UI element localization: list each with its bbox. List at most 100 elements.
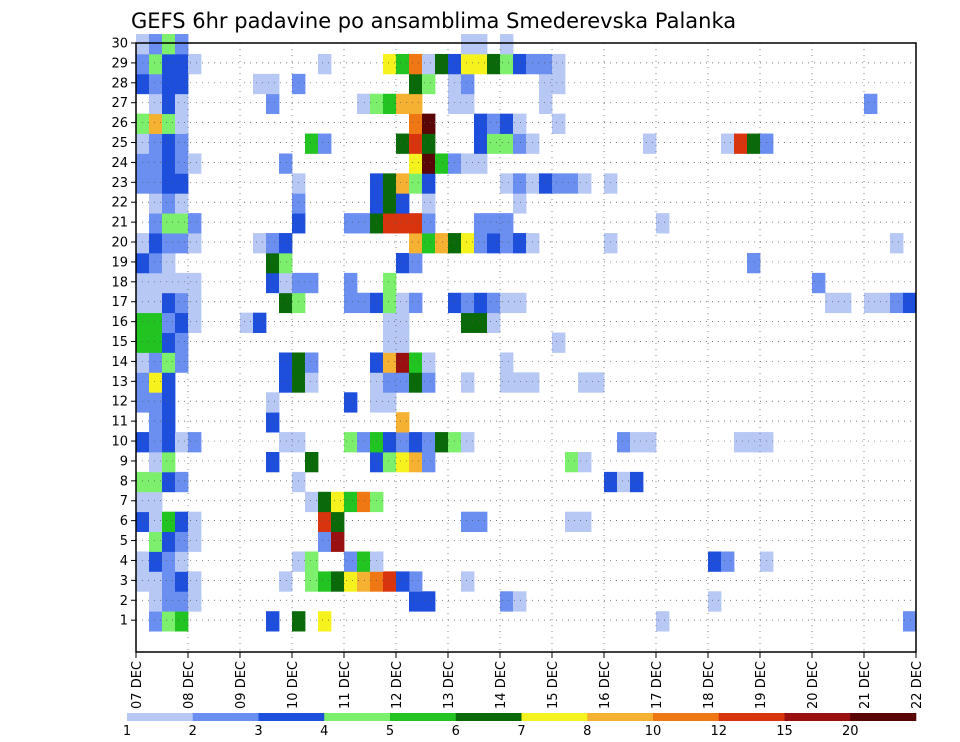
y-tick-label: 22 [111,196,128,211]
heatmap-cell [162,412,176,433]
heatmap-cell [409,113,423,134]
heatmap-cell [331,531,345,552]
heatmap-cell [487,233,501,254]
colorbar-label: 20 [842,724,859,739]
heatmap-cell [318,53,332,75]
heatmap-cell [370,213,384,234]
heatmap-cell [357,491,371,513]
y-tick-label: 6 [120,514,128,529]
heatmap-cell [305,551,319,572]
heatmap-cell [656,213,670,234]
x-tick-label: 15 DEC [546,661,561,709]
heatmap-cell [526,233,540,254]
colorbar-swatch [718,713,785,721]
y-tick-label: 17 [111,295,128,310]
heatmap-cell [734,133,748,154]
heatmap-cell [708,591,722,612]
chart-title: GEFS 6hr padavine po ansamblima Smederev… [131,9,736,33]
heatmap-cell [422,153,436,174]
heatmap-cell [149,591,163,612]
heatmap-cell [136,153,150,174]
heatmap-cell [136,511,150,532]
heatmap-cell [175,312,189,333]
heatmap-cell [461,153,475,174]
heatmap-cell [149,571,163,592]
heatmap-cell [734,432,748,453]
heatmap-cell [188,571,202,592]
heatmap-cell [292,272,306,294]
colorbar-label: 6 [452,724,460,739]
heatmap-cell [175,133,189,154]
heatmap-cell [383,451,397,473]
heatmap-cell [162,332,176,353]
heatmap-cell [136,133,150,154]
heatmap-cell [266,93,280,115]
heatmap-cell [175,591,189,612]
x-tick-label: 10 DEC [286,661,301,709]
heatmap-cell [175,551,189,572]
heatmap-cell [370,292,384,314]
x-tick-label: 18 DEC [702,661,717,709]
heatmap-cell [474,113,488,134]
heatmap-cell [422,113,436,134]
heatmap-cell [422,173,436,194]
heatmap-cell [747,252,761,274]
heatmap-cell [266,272,280,294]
heatmap-cell [292,73,306,95]
heatmap-cell [305,372,319,393]
heatmap-cell [149,133,163,154]
heatmap-cell [552,113,566,134]
heatmap-cell [396,412,410,433]
heatmap-cell [136,53,150,75]
heatmap-cell [370,352,384,373]
heatmap-cell [513,372,527,393]
heatmap-cell [448,53,462,75]
colorbar-swatch [258,713,325,721]
heatmap-cell [578,451,592,473]
heatmap-cell [500,352,514,373]
colorbar-label: 12 [710,724,727,739]
heatmap-cell [175,153,189,174]
colorbar-swatch [521,713,588,721]
heatmap-cell [162,233,176,254]
heatmap-cell [318,531,332,552]
heatmap-cell [396,451,410,473]
heatmap-cell [149,332,163,353]
heatmap-cell [448,292,462,314]
heatmap-cell [136,551,150,572]
heatmap-cell [149,193,163,214]
heatmap-cell [461,292,475,314]
heatmap-cell [136,312,150,333]
y-tick-label: 1 [120,614,128,629]
heatmap-cell [890,292,904,314]
heatmap-cell [500,173,514,194]
heatmap-cell [175,432,189,453]
heatmap-cell [747,133,761,154]
heatmap-cell [513,133,527,154]
heatmap-cell [305,352,319,373]
x-axis: 07 DEC 08 DEC 09 DEC 10 DEC 11 DEC 12 DEC 13 D… [130,652,925,709]
heatmap-cell [136,432,150,453]
y-tick-label: 18 [111,275,128,290]
heatmap-cell [188,153,202,174]
heatmap-cell [175,173,189,194]
heatmap-cell [422,193,436,214]
heatmap-cell [409,252,423,274]
heatmap-cell [162,372,176,393]
heatmap-cell [162,531,176,552]
heatmap-cell [461,233,475,254]
heatmap-cell [357,213,371,234]
heatmap-cell [292,471,306,493]
heatmap-cell [864,292,878,314]
heatmap-cell [149,53,163,75]
heatmap-cell [396,193,410,214]
heatmap-cell [162,511,176,532]
heatmap-cell [409,73,423,95]
x-tick-label: 07 DEC [130,661,145,709]
heatmap-cell [448,73,462,95]
heatmap-cell [422,451,436,473]
heatmap-cell [266,451,280,473]
heatmap-cell [162,551,176,572]
y-tick-label: 13 [111,375,128,390]
heatmap-cell [877,292,891,314]
